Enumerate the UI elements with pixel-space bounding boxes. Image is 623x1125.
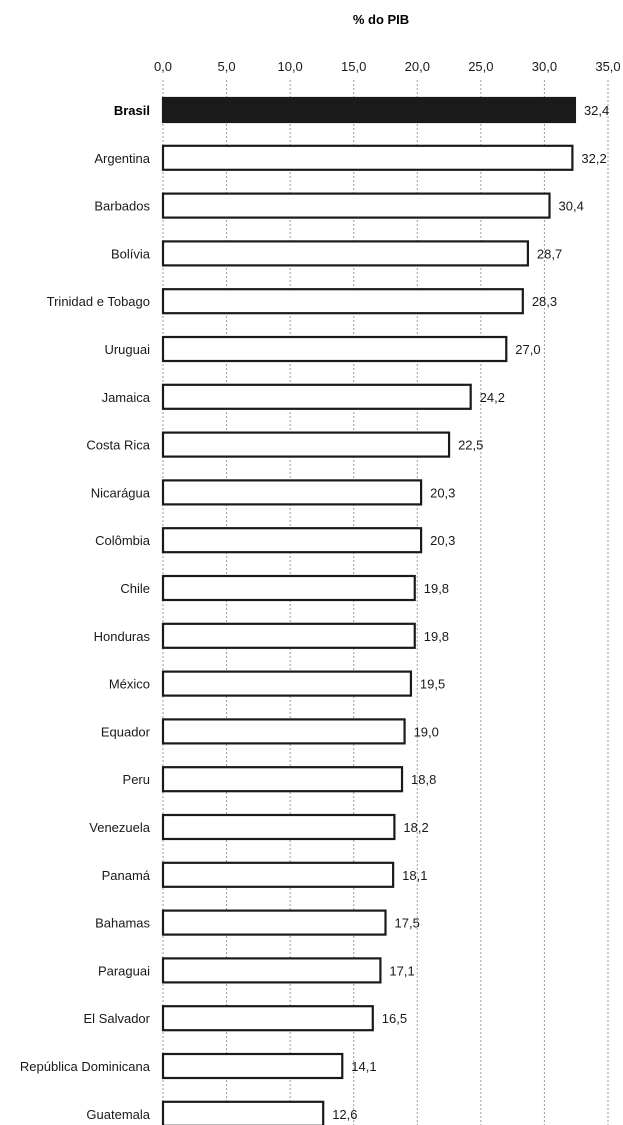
value-label: 18,1 [402,868,427,883]
x-tick-label: 30,0 [532,59,557,74]
bar [161,670,413,697]
value-label: 19,5 [420,677,445,692]
category-label: México [109,677,150,692]
value-label: 12,6 [332,1107,357,1122]
bar [161,144,574,171]
category-label: Jamaica [102,390,151,405]
bar [161,240,529,267]
category-label: Bahamas [95,916,150,931]
category-label: Barbados [94,199,150,214]
bar [161,813,396,841]
category-label: Uruguai [104,342,150,357]
category-label: Guatemala [86,1107,150,1122]
bar [161,479,423,506]
category-label: Trinidad e Tobago [47,294,150,309]
bar [161,1100,325,1125]
bar [161,1005,374,1032]
value-label: 16,5 [382,1011,407,1026]
category-label: Honduras [94,629,151,644]
category-label: Panamá [102,868,151,883]
x-tick-label: 25,0 [468,59,493,74]
value-label: 30,4 [559,199,584,214]
value-label: 27,0 [515,342,540,357]
category-label: Venezuela [89,820,150,835]
value-labels: 32,4 32,2 30,4 28,7 28,3 27,0 24,2 22,5 20,3 20,3… [332,103,609,1122]
bar [161,192,551,219]
bar [161,574,416,602]
bars [161,96,577,1125]
axis-title: % do PIB [353,12,409,27]
value-label: 19,8 [424,629,449,644]
bar [161,288,524,315]
x-axis-ticks: 0,0 5,0 10,0 15,0 20,0 25,0 30,0 35,0 [154,59,621,74]
bar [161,383,472,410]
category-label: Costa Rica [86,438,150,453]
x-tick-label: 20,0 [405,59,430,74]
value-label: 20,3 [430,533,455,548]
category-label: Argentina [94,151,150,166]
value-label: 24,2 [480,390,505,405]
bar [161,957,382,984]
x-tick-label: 5,0 [218,59,236,74]
value-label: 32,2 [581,151,606,166]
bar [161,527,423,554]
bar [161,861,395,888]
x-tick-label: 10,0 [277,59,302,74]
value-label: 17,1 [389,963,414,978]
value-label: 20,3 [430,485,455,500]
category-label: Chile [120,581,150,596]
value-label: 28,7 [537,246,562,261]
category-label: Brasil [114,103,150,118]
category-label: Nicarágua [91,485,151,500]
bar [161,431,451,458]
bar [161,335,508,363]
value-label: 28,3 [532,294,557,309]
value-label: 19,0 [414,724,439,739]
value-label: 19,8 [424,581,449,596]
category-labels: Brasil Argentina Barbados Bolívia Trinidad e… [20,103,151,1122]
category-label: Bolívia [111,246,151,261]
bar [161,909,387,936]
bar [161,766,404,793]
value-label: 18,2 [403,820,428,835]
value-label: 18,8 [411,772,436,787]
value-label: 17,5 [395,916,420,931]
category-label: Peru [123,772,150,787]
x-tick-label: 35,0 [595,59,620,74]
value-label: 14,1 [351,1059,376,1074]
category-label: República Dominicana [20,1059,151,1074]
x-tick-label: 0,0 [154,59,172,74]
x-tick-label: 15,0 [341,59,366,74]
bar [161,718,406,745]
category-label: Equador [101,724,151,739]
value-label: 32,4 [584,103,609,118]
bar [161,1052,344,1080]
bar [161,622,416,649]
category-label: Paraguai [98,963,150,978]
category-label: Colômbia [95,533,151,548]
value-label: 22,5 [458,438,483,453]
category-label: El Salvador [84,1011,151,1026]
bar [161,96,577,124]
